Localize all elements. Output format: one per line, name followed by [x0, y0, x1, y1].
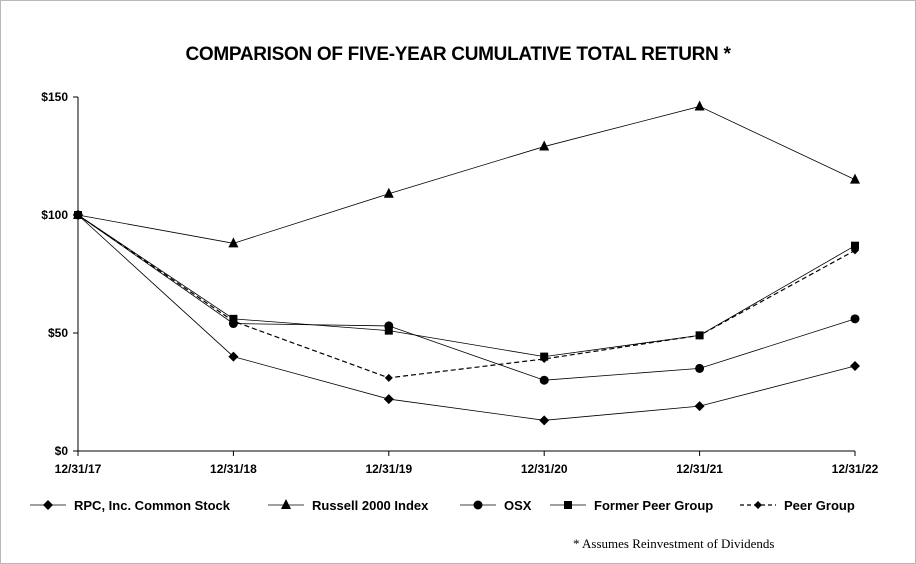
data-point-osx — [850, 314, 860, 324]
data-point-peer-group — [851, 246, 859, 255]
data-point-rpc-inc-common-stock — [228, 351, 239, 362]
legend-swatch-osx — [460, 500, 496, 510]
x-tick-label: 12/31/19 — [365, 462, 412, 476]
footnote: * Assumes Reinvestment of Dividends — [573, 536, 775, 551]
legend-label: Former Peer Group — [594, 497, 714, 513]
data-point-rpc-inc-common-stock — [850, 361, 860, 372]
data-point-peer-group — [229, 317, 238, 326]
legend-marker — [473, 500, 483, 510]
data-point-former-peer-group — [851, 241, 859, 250]
legend-swatch-rpc-inc-common-stock — [30, 500, 66, 510]
data-point-rpc-inc-common-stock — [539, 415, 550, 426]
x-tick-label: 12/31/21 — [676, 462, 723, 476]
data-point-rpc-inc-common-stock — [383, 394, 394, 405]
legend-marker — [43, 500, 53, 510]
legend-swatch-former-peer-group — [550, 501, 586, 509]
series-line-peer-group — [77, 214, 856, 379]
series-line-rpc-inc-common-stock — [77, 214, 856, 421]
legend-label: Russell 2000 Index — [312, 497, 429, 513]
legend-label: RPC, Inc. Common Stock — [74, 497, 231, 513]
legend-item-former-peer-group: Former Peer Group — [548, 495, 713, 515]
legend-label: Peer Group — [784, 497, 855, 513]
data-point-osx — [539, 375, 549, 385]
legend-item-russell-2000-index: Russell 2000 Index — [266, 495, 428, 515]
data-point-peer-group — [74, 211, 82, 219]
data-point-russell-2000-index — [228, 237, 239, 248]
legend-label: OSX — [504, 497, 532, 513]
legend-swatch-russell-2000-index — [268, 499, 304, 509]
legend-item-rpc-inc-common-stock: RPC, Inc. Common Stock — [28, 495, 230, 515]
y-tick-label: $0 — [55, 444, 69, 458]
data-point-russell-2000-index — [539, 140, 550, 151]
series-line-former-peer-group — [77, 214, 856, 358]
data-point-peer-group — [384, 373, 393, 382]
data-point-russell-2000-index — [694, 100, 705, 111]
legend-marker — [754, 501, 762, 509]
y-tick-label: $150 — [41, 90, 68, 104]
legend-marker — [281, 499, 291, 509]
y-tick-label: $100 — [41, 208, 68, 222]
data-point-former-peer-group — [384, 326, 393, 335]
data-point-russell-2000-index — [850, 173, 860, 184]
chart-title: COMPARISON OF FIVE-YEAR CUMULATIVE TOTAL… — [185, 44, 731, 65]
series-line-russell-2000-index — [77, 106, 856, 244]
data-point-peer-group — [540, 354, 549, 363]
series-line-osx — [77, 214, 856, 381]
data-point-russell-2000-index — [383, 187, 394, 198]
legend-swatch-peer-group — [740, 501, 776, 509]
data-point-rpc-inc-common-stock — [694, 401, 705, 412]
data-point-peer-group — [695, 331, 704, 340]
legend-item-osx: OSX — [458, 495, 531, 515]
x-tick-label: 12/31/17 — [55, 462, 102, 476]
x-tick-label: 12/31/18 — [210, 462, 257, 476]
x-tick-label: 12/31/20 — [521, 462, 568, 476]
x-tick-label: 12/31/22 — [832, 462, 879, 476]
data-point-osx — [695, 363, 705, 373]
legend-item-peer-group: Peer Group — [738, 495, 855, 515]
legend-marker — [564, 501, 572, 509]
y-tick-label: $50 — [48, 326, 68, 340]
chart-legend: RPC, Inc. Common Stock Russell 2000 Index… — [28, 495, 908, 517]
